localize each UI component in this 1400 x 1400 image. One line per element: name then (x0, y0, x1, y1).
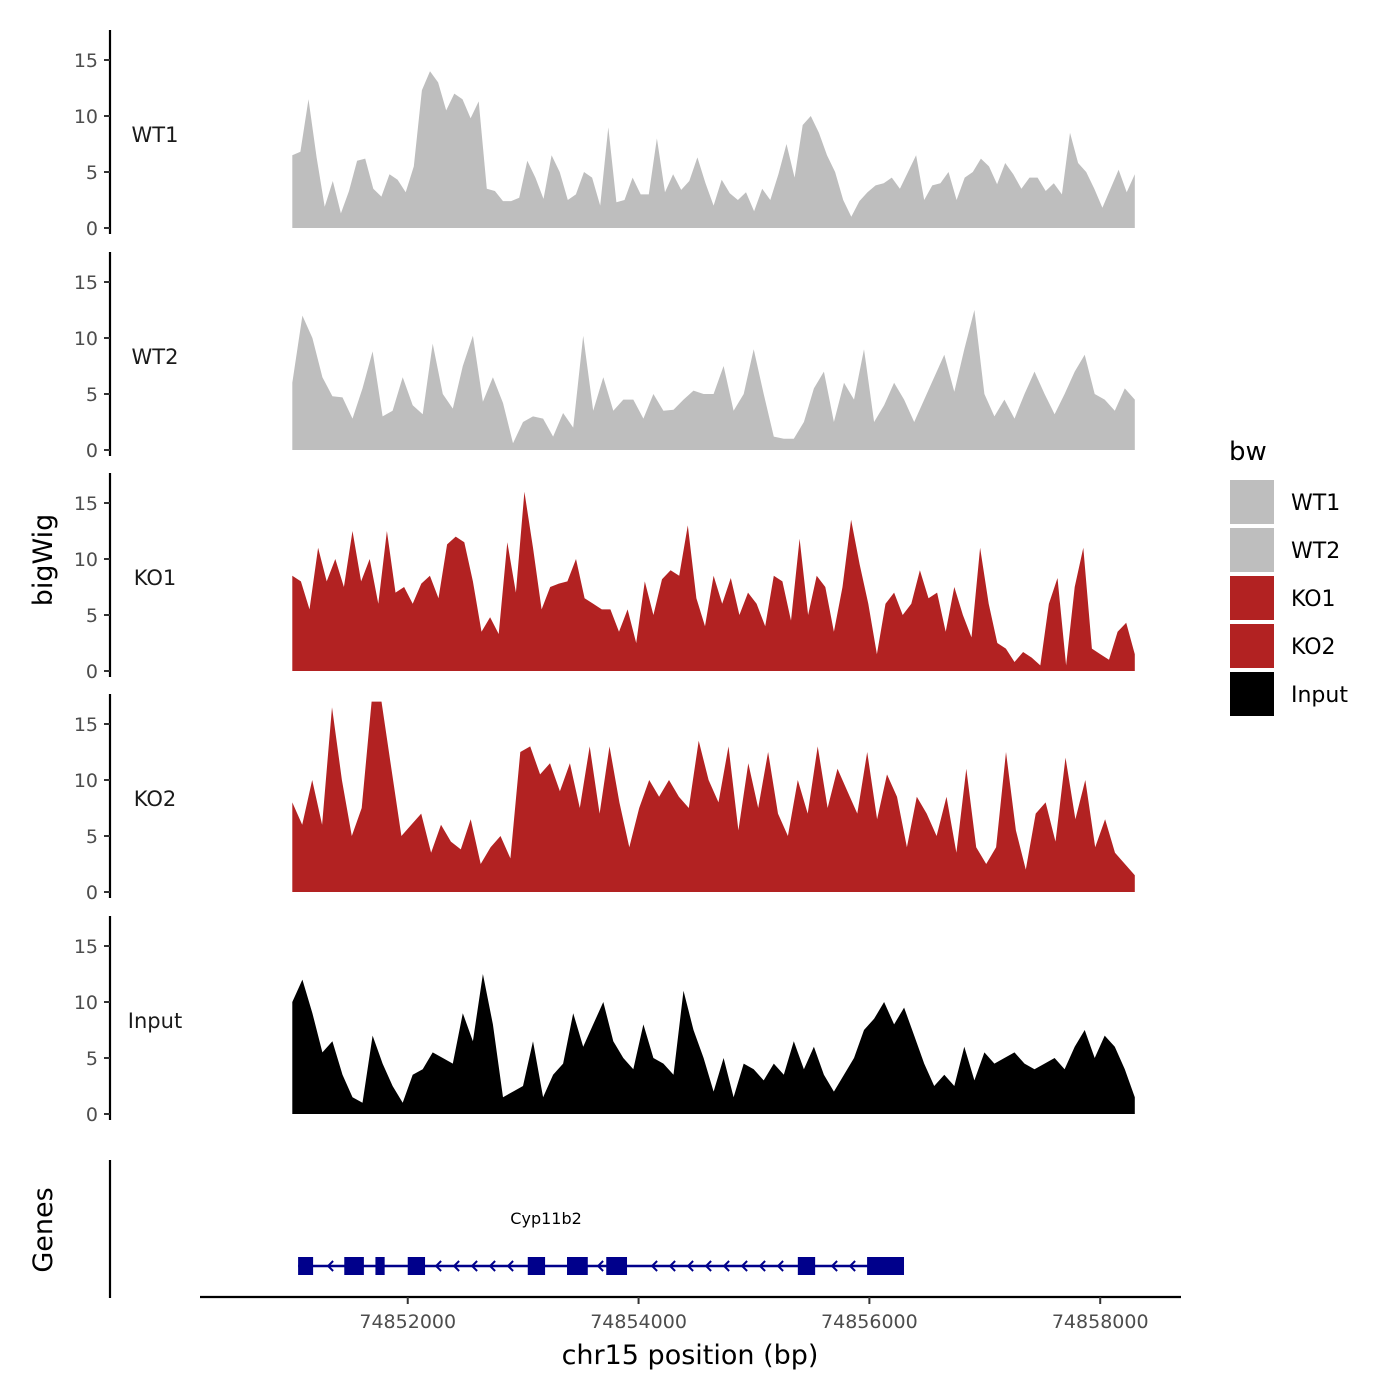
strand-arrow (434, 1260, 442, 1272)
y-tick-label: 5 (86, 162, 98, 184)
y-tick-label: 15 (74, 493, 98, 515)
strand-arrow (596, 1260, 604, 1272)
legend-label-wt1: WT1 (1291, 491, 1340, 516)
y-tick-label: 15 (74, 272, 98, 294)
y-tick-label: 5 (86, 605, 98, 627)
track-label: KO1 (134, 566, 177, 590)
y-tick-label: 5 (86, 1048, 98, 1070)
area-ko1 (292, 491, 1135, 671)
track-ko1: 0 5 10 15 KO1 (74, 473, 1135, 683)
legend-label-ko2: KO2 (1291, 635, 1336, 660)
legend-title: bw (1229, 437, 1267, 467)
strand-arrow (668, 1260, 676, 1272)
y-tick-label: 10 (74, 106, 98, 128)
track-wt1: 0 5 10 15 WT1 (74, 30, 1135, 240)
strand-arrow (470, 1260, 478, 1272)
y-tick-label: 0 (86, 218, 98, 240)
gene-exon (407, 1257, 426, 1275)
legend-key-ko1 (1230, 576, 1274, 620)
area-wt1 (292, 71, 1135, 228)
genes-axis-title: Genes (28, 1187, 59, 1272)
gene-exon (606, 1257, 628, 1275)
y-tick-label: 15 (74, 714, 98, 736)
strand-arrow (488, 1260, 496, 1272)
strand-arrow (704, 1260, 712, 1272)
y-tick-label: 10 (74, 328, 98, 350)
area-ko2 (292, 701, 1135, 892)
gene-exon (797, 1257, 816, 1275)
gene-exon (527, 1257, 546, 1275)
legend-key-ko2 (1230, 624, 1274, 668)
gene-exon (344, 1257, 364, 1275)
gene-exon (567, 1257, 588, 1275)
strand-arrow (722, 1260, 730, 1272)
gene-name-label: Cyp11b2 (510, 1209, 582, 1228)
legend-label-input: Input (1291, 683, 1348, 708)
y-tick-label: 5 (86, 384, 98, 406)
legend-key-input (1230, 672, 1274, 716)
legend-key-wt1 (1230, 480, 1274, 524)
area-input (292, 974, 1135, 1114)
legend: bw WT1 WT2 KO1 KO2 Input (1229, 437, 1348, 716)
gene-exon (375, 1257, 385, 1275)
x-tick-label: 74852000 (359, 1311, 456, 1333)
y-tick-label: 10 (74, 770, 98, 792)
strand-arrow (758, 1260, 766, 1272)
strand-arrow (326, 1260, 334, 1272)
strand-arrow (848, 1260, 856, 1272)
x-axis: 74852000 74854000 74856000 74858000 (200, 1295, 1181, 1333)
tracks-layer: 0 5 10 15 WT1 0 5 10 15 WT2 0 5 10 15 KO1 0 5 10 15 KO2 0 5 10… (74, 30, 1135, 1126)
strand-arrow (452, 1260, 460, 1272)
track-label: WT2 (132, 345, 179, 369)
y-tick-label: 0 (86, 440, 98, 462)
track-ko2: 0 5 10 15 KO2 (74, 694, 1135, 904)
y-tick-label: 10 (74, 992, 98, 1014)
legend-label-wt2: WT2 (1291, 539, 1340, 564)
area-wt2 (292, 310, 1135, 450)
gene-track: Cyp11b2 (108, 1160, 905, 1298)
strand-arrow (686, 1260, 694, 1272)
legend-label-ko1: KO1 (1291, 587, 1336, 612)
strand-arrow (776, 1260, 784, 1272)
strand-arrow (506, 1260, 514, 1272)
y-tick-label: 0 (86, 1104, 98, 1126)
y-tick-label: 15 (74, 50, 98, 72)
y-tick-label: 15 (74, 936, 98, 958)
track-label: WT1 (132, 123, 179, 147)
y-tick-label: 0 (86, 882, 98, 904)
x-tick-label: 74854000 (590, 1311, 687, 1333)
gene-exon (298, 1257, 314, 1275)
track-input: 0 5 10 15 Input (74, 916, 1135, 1126)
track-wt2: 0 5 10 15 WT2 (74, 252, 1135, 462)
strand-arrow (830, 1260, 838, 1272)
y-axis-title: bigWig (28, 514, 59, 607)
y-tick-label: 5 (86, 826, 98, 848)
gene-exon (867, 1257, 905, 1275)
track-label: KO2 (134, 787, 177, 811)
x-axis-title: chr15 position (bp) (562, 1340, 819, 1371)
x-tick-label: 74858000 (1052, 1311, 1149, 1333)
y-tick-label: 0 (86, 661, 98, 683)
y-tick-label: 10 (74, 549, 98, 571)
legend-key-wt2 (1230, 528, 1274, 572)
track-label: Input (128, 1009, 182, 1033)
strand-arrow (740, 1260, 748, 1272)
x-tick-label: 74856000 (821, 1311, 918, 1333)
strand-arrow (650, 1260, 658, 1272)
